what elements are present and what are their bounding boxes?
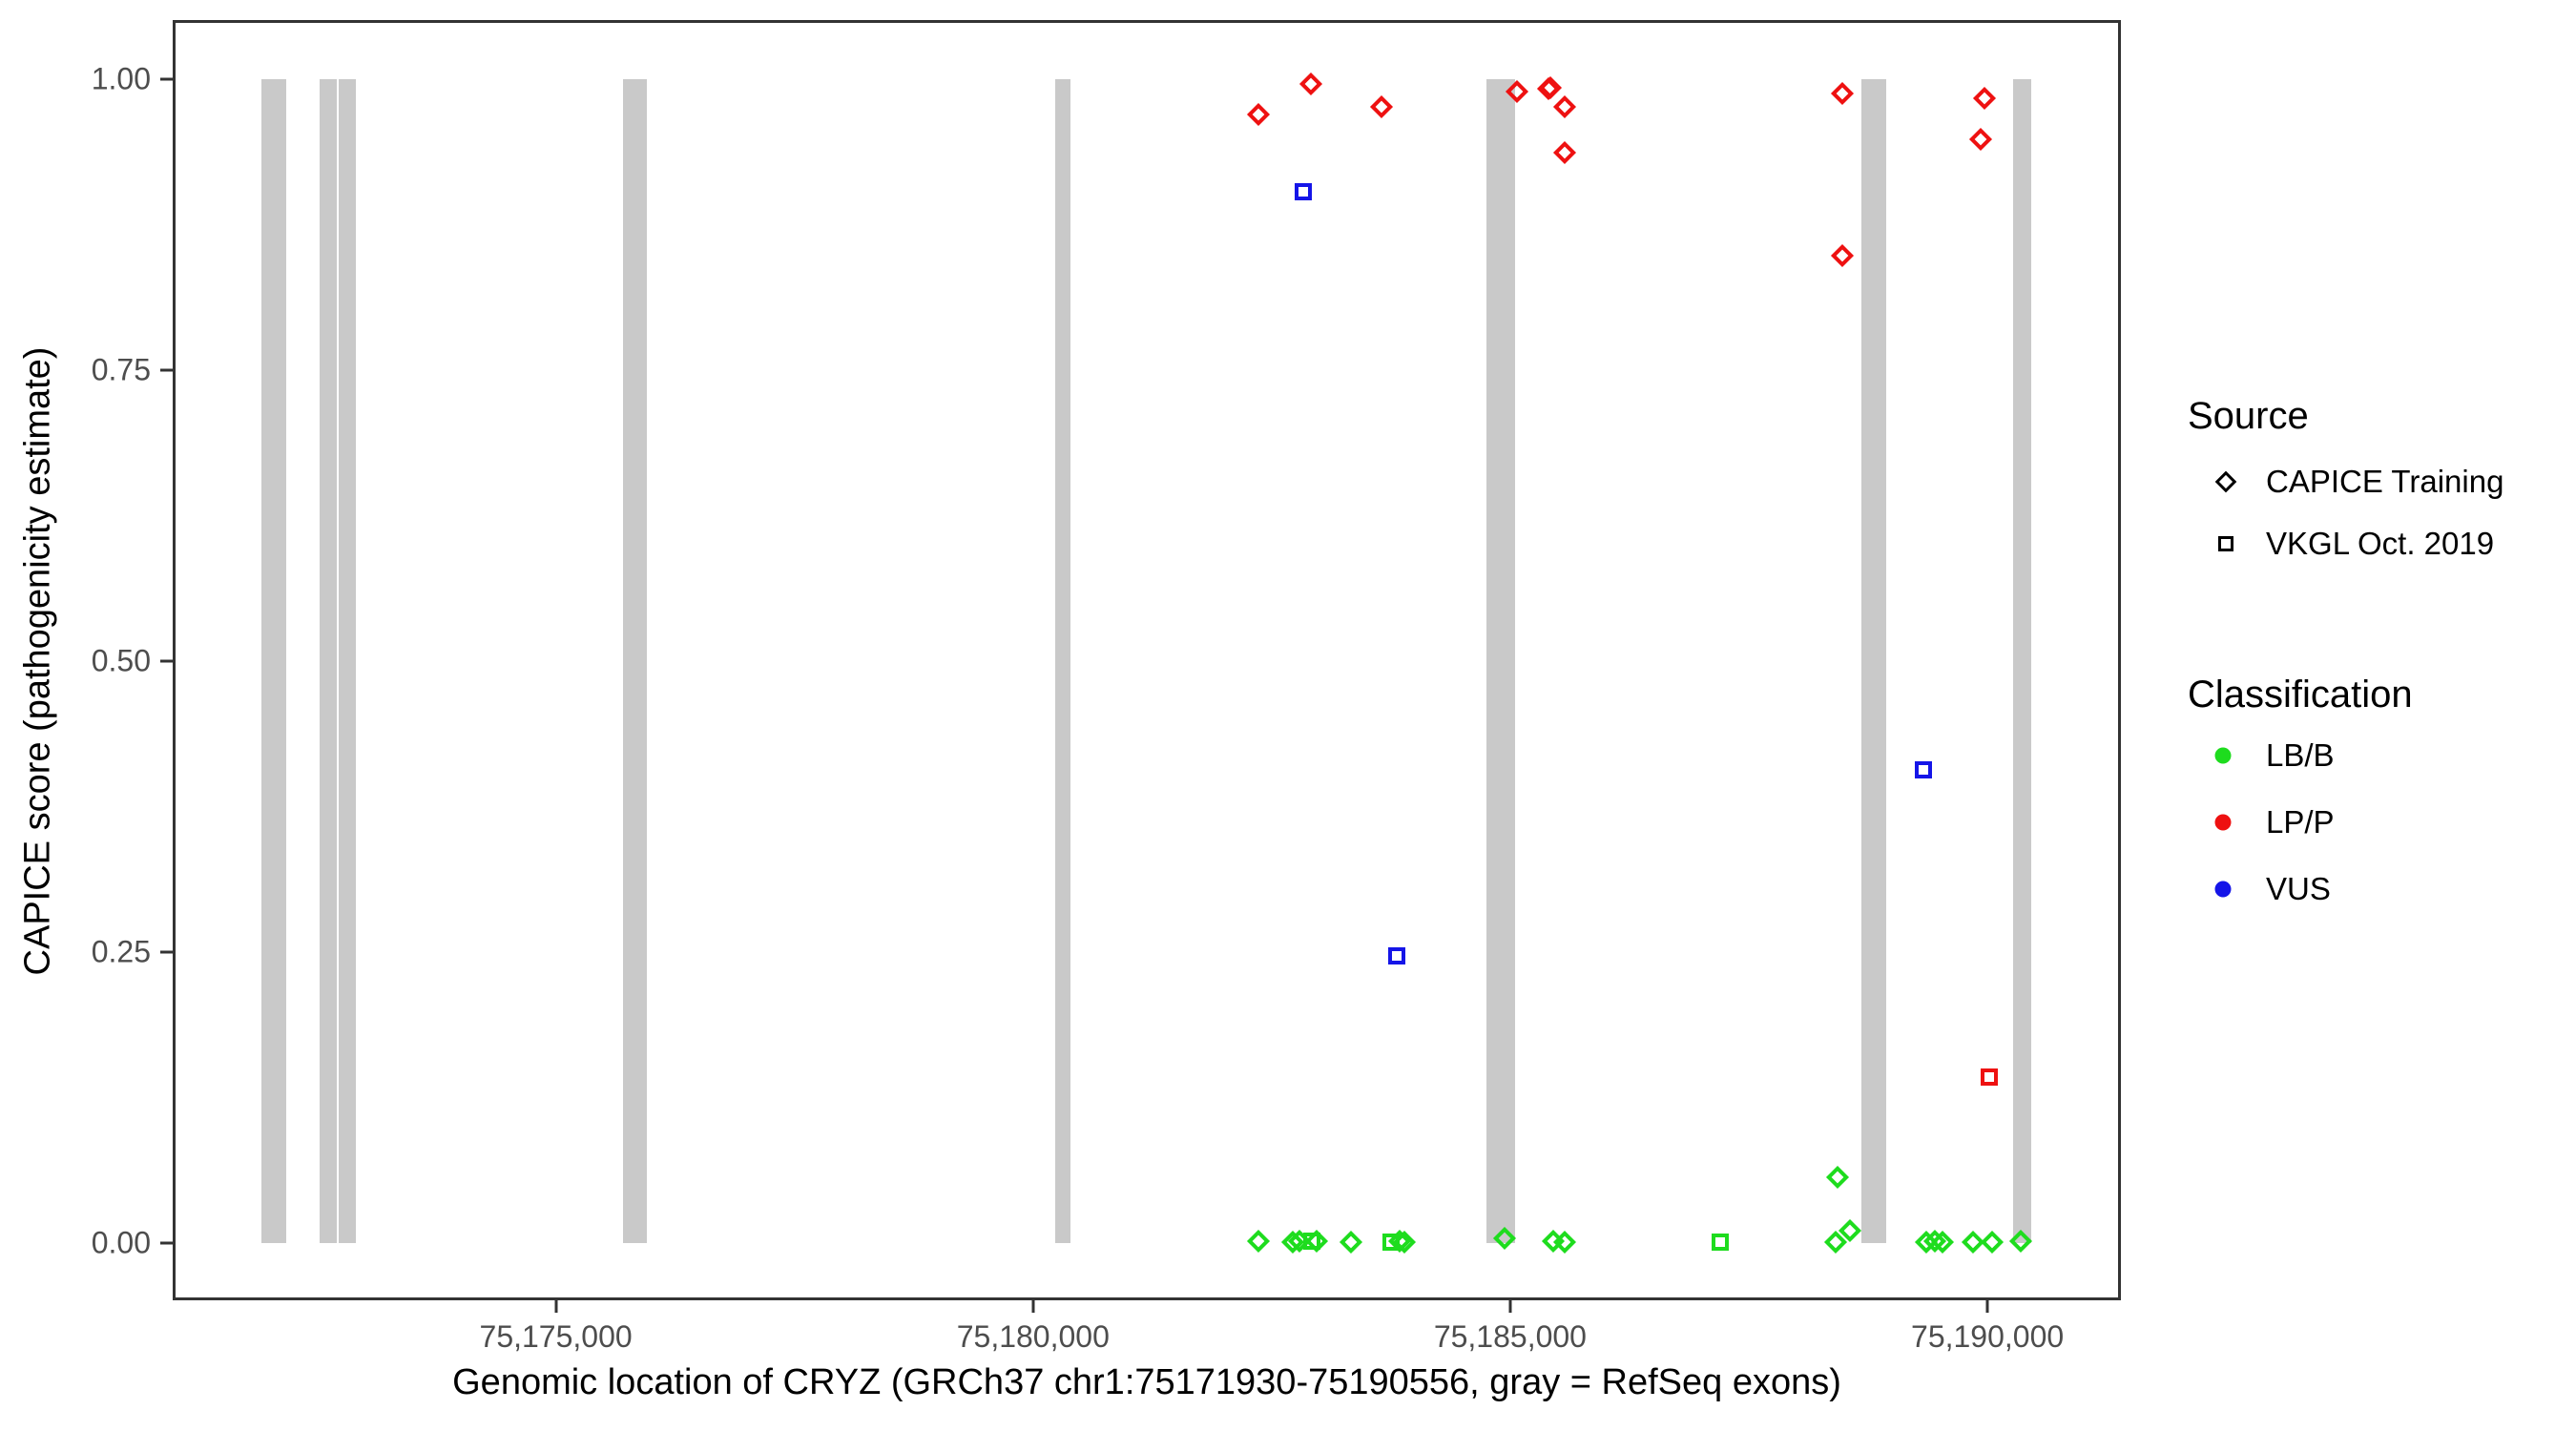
refseq-exon-bar: [2012, 79, 2031, 1243]
y-tick-mark: [160, 77, 174, 81]
y-tick-mark: [160, 659, 174, 663]
y-tick-mark: [160, 368, 174, 372]
lbb-dot-icon: [2214, 747, 2232, 764]
x-tick-label: 75,180,000: [956, 1319, 1110, 1354]
data-point-square-lbb: [1711, 1233, 1729, 1251]
data-point-diamond-lpp: [1553, 95, 1577, 119]
data-point-diamond-lpp: [1553, 140, 1577, 164]
legend-item-vus: VUS: [2266, 871, 2331, 906]
y-tick-label: 0.75: [91, 352, 151, 387]
refseq-exon-bar: [1055, 79, 1071, 1243]
data-point-square-vus: [1388, 946, 1406, 964]
refseq-exon-bar: [261, 79, 286, 1243]
data-point-diamond-lbb: [1340, 1230, 1363, 1254]
vkgl-square-icon: [2218, 536, 2233, 551]
refseq-exon-bar: [1860, 79, 1886, 1243]
legend-item-lpp: LP/P: [2266, 804, 2335, 840]
lpp-dot-icon: [2214, 814, 2232, 831]
y-tick-label: 0.25: [91, 934, 151, 969]
capice-training-diamond-icon: [2214, 470, 2237, 493]
data-point-diamond-lbb: [1247, 1229, 1271, 1253]
data-point-diamond-lpp: [1247, 102, 1271, 126]
y-axis-title: CAPICE score (pathogenicity estimate): [17, 346, 58, 976]
x-tick-label: 75,185,000: [1433, 1319, 1587, 1354]
y-tick-label: 0.50: [91, 643, 151, 678]
x-tick-mark: [1031, 1299, 1035, 1313]
data-point-diamond-lbb: [1825, 1165, 1849, 1189]
data-point-square-lpp: [1980, 1068, 1998, 1086]
data-point-square-lbb: [1303, 1232, 1321, 1250]
legend-source-title: Source: [2188, 395, 2309, 437]
data-point-diamond-lpp: [1299, 72, 1323, 95]
data-point-square-lbb: [1382, 1233, 1401, 1251]
data-point-diamond-lpp: [1830, 81, 1854, 105]
refseq-exon-bar: [339, 79, 357, 1243]
legend-item-vkgl: VKGL Oct. 2019: [2266, 526, 2495, 561]
data-point-diamond-lpp: [1830, 244, 1854, 268]
y-tick-mark: [160, 950, 174, 954]
x-tick-mark: [554, 1299, 558, 1313]
x-tick-mark: [1508, 1299, 1512, 1313]
legend-classification-title: Classification: [2188, 674, 2413, 716]
x-axis-title: Genomic location of CRYZ (GRCh37 chr1:75…: [452, 1362, 1841, 1402]
refseq-exon-bar: [1486, 79, 1516, 1243]
x-tick-mark: [1985, 1299, 1989, 1313]
data-point-square-vus: [1914, 760, 1932, 778]
data-point-diamond-lpp: [1370, 95, 1394, 119]
y-tick-label: 0.00: [91, 1225, 151, 1260]
legend-item-capice-training: CAPICE Training: [2266, 464, 2504, 499]
legend-item-lbb: LB/B: [2266, 737, 2335, 773]
data-point-diamond-lpp: [1968, 128, 1992, 152]
data-point-square-vus: [1295, 183, 1313, 201]
data-point-diamond-lpp: [1972, 86, 1996, 110]
vus-dot-icon: [2214, 881, 2232, 898]
x-tick-label: 75,190,000: [1911, 1319, 2065, 1354]
data-point-diamond-lbb: [1980, 1230, 2004, 1254]
y-tick-label: 1.00: [91, 61, 151, 96]
refseq-exon-bar: [320, 79, 337, 1243]
refseq-exon-bar: [623, 79, 648, 1243]
y-tick-mark: [160, 1241, 174, 1245]
x-tick-label: 75,175,000: [479, 1319, 633, 1354]
panel-border: [173, 20, 2121, 1300]
